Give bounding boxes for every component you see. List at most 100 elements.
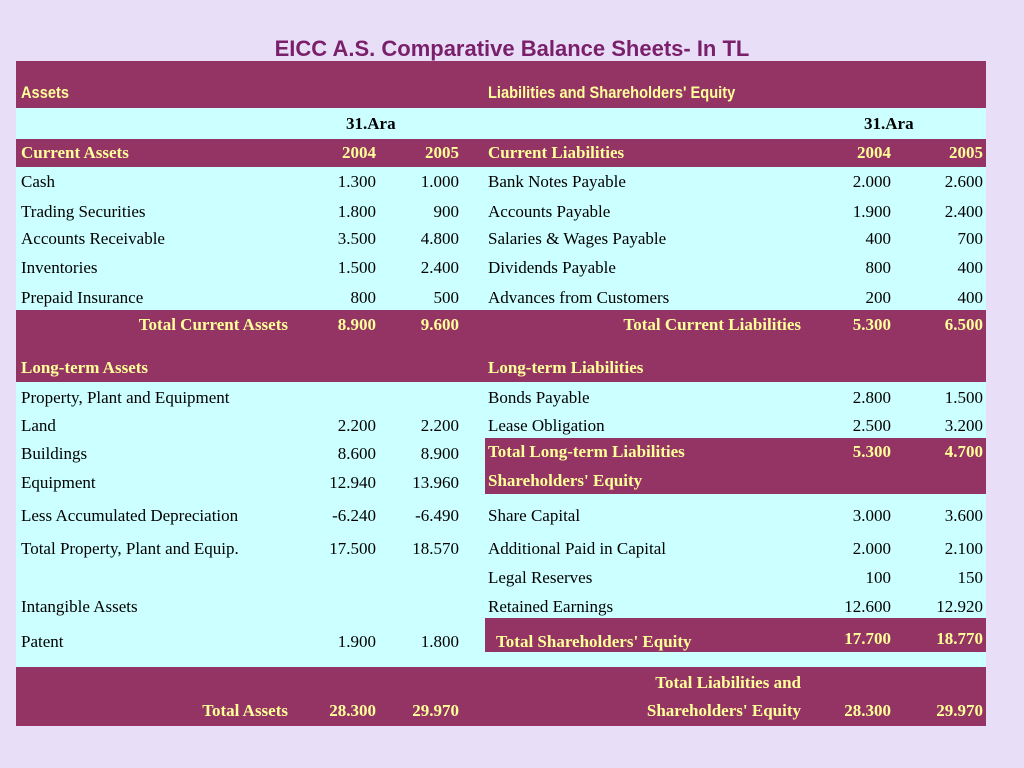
- liability-row-label: Lease Obligation: [488, 416, 605, 435]
- assets-year-2005: 2005: [425, 143, 459, 162]
- total-current-assets-label: Total Current Assets: [138, 315, 288, 334]
- asset-row-label: Patent: [21, 632, 64, 651]
- header-band: [16, 61, 986, 108]
- asset-row-2004: 3.500: [337, 229, 376, 248]
- page-title: EICC A.S. Comparative Balance Sheets- In…: [274, 36, 750, 61]
- asset-row-2005: 8.900: [420, 444, 459, 463]
- shareholders-equity-title: Shareholders' Equity: [488, 471, 643, 490]
- equity-row-2004: 12.600: [844, 597, 891, 616]
- liability-row-2005: 1.500: [944, 388, 983, 407]
- liability-row-2004: 2.000: [852, 172, 891, 191]
- liabilities-year-2004: 2004: [857, 143, 891, 162]
- asset-row-2005: 13.960: [412, 473, 459, 492]
- current-assets-title: Current Assets: [21, 143, 129, 162]
- longterm-liabilities-title: Long-term Liabilities: [488, 358, 644, 377]
- asset-row-2005: 900: [433, 202, 460, 221]
- liability-row-2005: 2.600: [944, 172, 983, 191]
- asset-row-2004: 12.940: [329, 473, 376, 492]
- liability-row-2004: 800: [865, 258, 892, 277]
- equity-row-2005: 150: [957, 568, 984, 587]
- liability-row-2004: 2.500: [852, 416, 891, 435]
- longterm-total-band: [485, 438, 986, 494]
- equity-row-label: Additional Paid in Capital: [488, 539, 667, 558]
- asset-row-2005: 18.570: [412, 539, 459, 558]
- liability-row-label: Dividends Payable: [488, 258, 616, 277]
- intangible-assets-title: Intangible Assets: [21, 597, 138, 616]
- equity-row-label: Share Capital: [488, 506, 581, 525]
- total-equity-label: Total Shareholders' Equity: [496, 632, 692, 651]
- total-current-assets-2004: 8.900: [337, 315, 376, 334]
- liability-row-label: Salaries & Wages Payable: [488, 229, 667, 248]
- liability-row-2005: 3.200: [944, 416, 983, 435]
- assets-date-label: 31.Ara: [346, 114, 396, 133]
- assets-header: Assets: [21, 83, 69, 102]
- asset-row-2005: -6.490: [415, 506, 459, 525]
- asset-row-label: Inventories: [21, 258, 98, 277]
- asset-row-label: Equipment: [21, 473, 96, 492]
- asset-row-2004: 800: [350, 288, 377, 307]
- total-liab-equity-label-line1: Total Liabilities and: [655, 673, 801, 692]
- total-longterm-liabilities-label: Total Long-term Liabilities: [488, 442, 685, 461]
- equity-row-2005: 2.100: [944, 539, 983, 558]
- total-liab-equity-2005: 29.970: [936, 701, 983, 720]
- total-current-assets-2005: 9.600: [420, 315, 459, 334]
- total-liab-equity-2004: 28.300: [844, 701, 891, 720]
- asset-row-2005: 2.200: [420, 416, 459, 435]
- balance-sheet-table: Assets Liabilities and Shareholders' Equ…: [16, 61, 986, 726]
- grand-total-band: [16, 667, 986, 726]
- asset-row-2005: 1.800: [420, 632, 459, 651]
- asset-row-2005: 4.800: [420, 229, 459, 248]
- total-longterm-liabilities-2004: 5.300: [852, 442, 891, 461]
- total-equity-2005: 18.770: [936, 629, 983, 648]
- asset-row-2004: 1.900: [337, 632, 376, 651]
- asset-row-2004: 17.500: [329, 539, 376, 558]
- asset-row-2004: 1.300: [337, 172, 376, 191]
- equity-row-2004: 3.000: [852, 506, 891, 525]
- equity-row-2004: 100: [865, 568, 892, 587]
- asset-row-label: Total Property, Plant and Equip.: [21, 539, 239, 558]
- total-current-liabilities-label: Total Current Liabilities: [623, 315, 801, 334]
- total-assets-label: Total Assets: [202, 701, 288, 720]
- asset-row-2005: 1.000: [420, 172, 459, 191]
- current-section-band: [16, 139, 986, 167]
- liability-row-label: Accounts Payable: [488, 202, 611, 221]
- total-equity-2004: 17.700: [844, 629, 891, 648]
- liability-row-label: Advances from Customers: [488, 288, 670, 307]
- asset-row-2005: 500: [433, 288, 460, 307]
- asset-row-label: Prepaid Insurance: [21, 288, 144, 307]
- total-longterm-liabilities-2005: 4.700: [944, 442, 983, 461]
- liability-row-2005: 400: [957, 258, 984, 277]
- total-current-liabilities-2005: 6.500: [944, 315, 983, 334]
- longterm-assets-title: Long-term Assets: [21, 358, 149, 377]
- liability-row-label: Bonds Payable: [488, 388, 590, 407]
- equity-total-band: [485, 618, 986, 652]
- asset-row-2004: 2.200: [337, 416, 376, 435]
- current-total-band: [16, 310, 986, 382]
- asset-row-label: Cash: [21, 172, 55, 191]
- equity-row-2004: 2.000: [852, 539, 891, 558]
- equity-row-label: Legal Reserves: [488, 568, 593, 587]
- asset-row-label: Trading Securities: [21, 202, 146, 221]
- equity-row-2005: 3.600: [944, 506, 983, 525]
- asset-row-label: Accounts Receivable: [21, 229, 165, 248]
- liability-row-2005: 700: [957, 229, 984, 248]
- liability-row-2005: 2.400: [944, 202, 983, 221]
- liabilities-header: Liabilities and Shareholders' Equity: [488, 83, 736, 102]
- liability-row-2005: 400: [957, 288, 984, 307]
- liabilities-year-2005: 2005: [949, 143, 983, 162]
- liability-row-2004: 2.800: [852, 388, 891, 407]
- asset-row-2004: 1.800: [337, 202, 376, 221]
- equity-row-label: Retained Earnings: [488, 597, 614, 616]
- liabilities-date-label: 31.Ara: [864, 114, 914, 133]
- assets-year-2004: 2004: [342, 143, 376, 162]
- liability-row-label: Bank Notes Payable: [488, 172, 626, 191]
- total-current-liabilities-2004: 5.300: [852, 315, 891, 334]
- ppe-title: Property, Plant and Equipment: [21, 388, 230, 407]
- asset-row-label: Land: [21, 416, 56, 435]
- liability-row-2004: 200: [865, 288, 892, 307]
- current-liabilities-title: Current Liabilities: [488, 143, 625, 162]
- total-liab-equity-label-line2: Shareholders' Equity: [646, 701, 801, 720]
- equity-row-2005: 12.920: [936, 597, 983, 616]
- total-assets-2005: 29.970: [412, 701, 459, 720]
- total-assets-2004: 28.300: [329, 701, 376, 720]
